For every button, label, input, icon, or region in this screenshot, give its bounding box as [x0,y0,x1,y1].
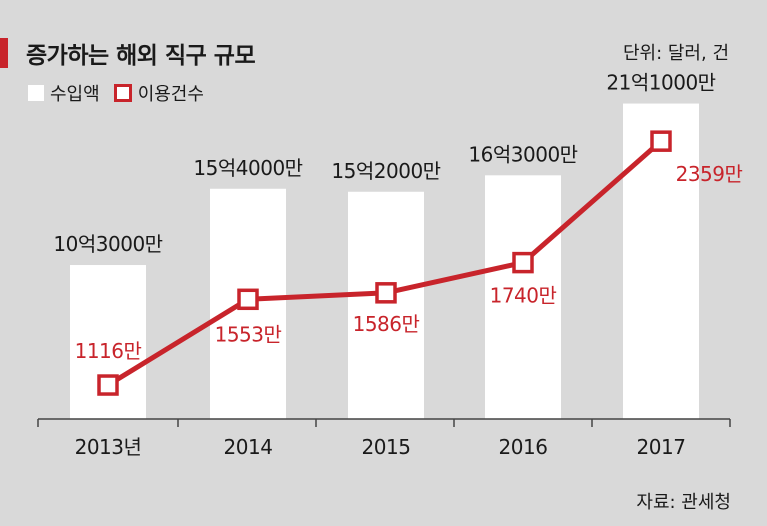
count-point-marker [237,288,259,311]
bar-value-label: 21억1000만 [606,71,715,95]
bar-value-label: 16억3000만 [468,142,577,166]
count-value-label: 1740만 [490,284,557,308]
x-tick-label: 2014 [224,435,273,459]
x-tick-label: 2015 [362,435,411,459]
count-point-marker [650,130,672,152]
legend-label-count: 이용건수 [137,84,204,105]
source-label: 자료: 관세청 [636,492,731,513]
count-value-label: 2359만 [676,162,743,186]
legend-swatch-count [113,84,132,102]
bar [485,175,561,419]
count-value-label: 1116만 [75,339,142,363]
count-point-marker [375,282,397,304]
legend-item-count: 이용건수 [113,80,204,106]
count-point-marker [512,251,534,274]
chart-title: 증가하는 해외 직구 규모 [26,43,256,69]
bar-value-label: 15억2000만 [331,159,440,183]
x-tick-label: 2013년 [75,435,142,459]
x-tick-label: 2017 [637,435,686,459]
legend: 수입액 이용건수 [28,80,218,106]
legend-label-amount: 수입액 [50,84,100,105]
legend-swatch-amount [28,85,44,101]
title-accent-bar [0,38,8,68]
count-point-marker [97,374,119,396]
bar [348,191,424,419]
bar [623,103,699,420]
legend-item-amount: 수입액 [28,80,100,106]
bar-value-label: 15억4000만 [193,156,302,180]
count-value-label: 1586만 [353,312,420,336]
count-value-label: 1553만 [215,322,282,346]
x-tick-label: 2016 [499,435,548,459]
bar-value-label: 10억3000만 [53,232,162,256]
unit-label: 단위: 달러, 건 [622,43,729,64]
